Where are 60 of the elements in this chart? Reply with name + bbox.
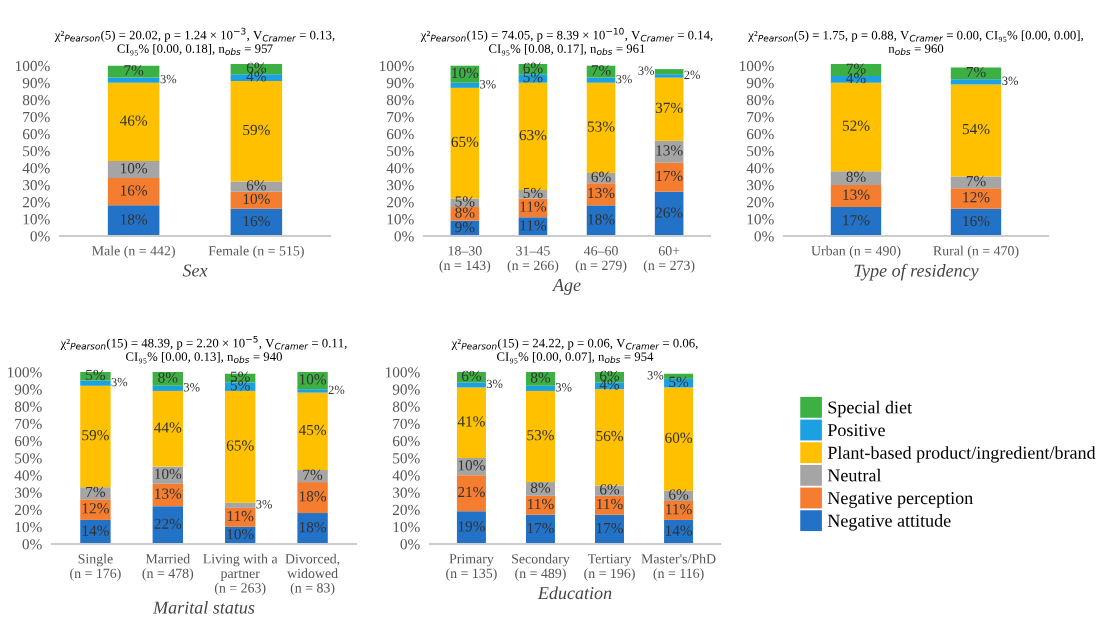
bar [830,171,882,185]
legend-label: Special diet [828,400,912,418]
bar [664,387,694,491]
bar [230,191,283,209]
bar [950,84,1002,177]
bar [525,390,555,483]
x-axis-title: Age [551,279,581,295]
bar [595,389,625,486]
bar [654,69,684,75]
bar [80,372,111,381]
bar [224,502,256,508]
bar [152,385,184,391]
bar [107,65,160,78]
bar [654,77,684,141]
legend-label: Plant-based product/ingredient/brand [827,446,1096,463]
bar [107,205,160,236]
x-axis-title: Education [537,586,612,600]
bar [450,87,480,199]
bar [107,161,160,179]
bar [950,79,1002,85]
bar [297,513,328,544]
bar [950,67,1002,80]
bar [107,82,160,162]
legend-label: Positive [827,424,885,437]
bar [950,176,1002,189]
bar [456,382,486,388]
bar [230,208,283,236]
bar [152,390,184,467]
bar [297,392,328,471]
bar [950,188,1002,209]
bar [80,499,111,520]
bar [152,506,184,544]
bar [525,385,555,391]
bar [830,64,882,76]
bar [230,81,283,182]
bar [518,82,548,191]
x-axis-title: Type of residency [854,263,979,281]
legend-label: Negative perception [827,492,973,508]
x-axis-title: Sex [182,264,208,277]
bar [654,162,684,192]
legend-label: Neutral [827,468,882,482]
bar [830,184,882,208]
bar [830,207,882,236]
x-axis-title: Marital status [152,600,255,614]
bar [230,74,283,82]
bar [586,77,616,83]
bar [224,390,256,503]
bar [107,77,160,83]
bar [297,482,328,514]
bar [456,511,486,544]
bar [456,387,486,458]
bar [224,382,256,391]
bar [586,82,616,173]
bar [80,380,111,386]
bar [450,82,480,88]
bar [830,82,882,172]
bar [80,385,111,488]
bar [456,475,486,512]
legend-label: Negative attitude [827,514,951,531]
bar [107,178,160,206]
